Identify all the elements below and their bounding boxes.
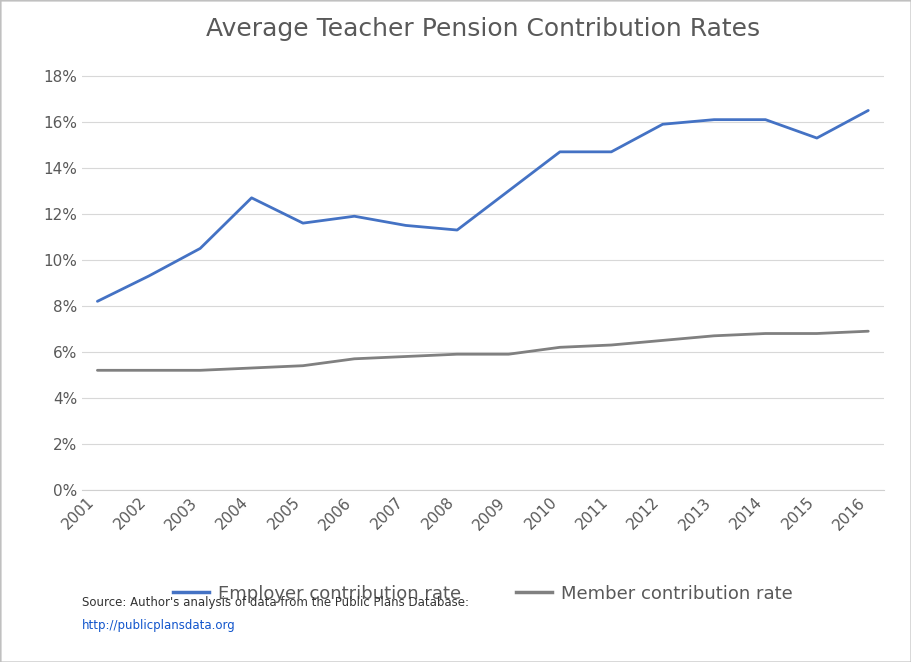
Employer contribution rate	[195, 244, 206, 252]
Member contribution rate	[709, 332, 720, 340]
Member contribution rate	[863, 327, 874, 335]
Employer contribution rate	[92, 297, 103, 305]
Member contribution rate	[452, 350, 463, 358]
Title: Average Teacher Pension Contribution Rates: Average Teacher Pension Contribution Rat…	[206, 17, 760, 41]
Employer contribution rate	[760, 116, 771, 124]
Employer contribution rate	[349, 213, 360, 220]
Member contribution rate	[400, 353, 411, 361]
Employer contribution rate	[709, 116, 720, 124]
Employer contribution rate	[246, 194, 257, 202]
Member contribution rate	[195, 366, 206, 374]
Employer contribution rate	[143, 272, 154, 280]
Member contribution rate	[760, 330, 771, 338]
Line: Member contribution rate: Member contribution rate	[97, 331, 868, 370]
Line: Employer contribution rate: Employer contribution rate	[97, 111, 868, 301]
Member contribution rate	[143, 366, 154, 374]
Text: http://publicplansdata.org: http://publicplansdata.org	[82, 619, 236, 632]
Employer contribution rate	[812, 134, 823, 142]
Member contribution rate	[298, 361, 309, 369]
Employer contribution rate	[298, 219, 309, 227]
Employer contribution rate	[503, 187, 514, 195]
Member contribution rate	[92, 366, 103, 374]
Employer contribution rate	[452, 226, 463, 234]
Member contribution rate	[246, 364, 257, 372]
Employer contribution rate	[606, 148, 617, 156]
Member contribution rate	[349, 355, 360, 363]
Employer contribution rate	[400, 222, 411, 230]
Employer contribution rate	[863, 107, 874, 115]
Member contribution rate	[606, 341, 617, 349]
Employer contribution rate	[555, 148, 566, 156]
Member contribution rate	[555, 344, 566, 352]
Member contribution rate	[503, 350, 514, 358]
Member contribution rate	[657, 336, 668, 344]
Member contribution rate	[812, 330, 823, 338]
Text: Source: Author's analysis of data from the Public Plans Database:: Source: Author's analysis of data from t…	[82, 596, 469, 609]
Legend: Employer contribution rate, Member contribution rate: Employer contribution rate, Member contr…	[166, 577, 800, 610]
Employer contribution rate	[657, 120, 668, 128]
